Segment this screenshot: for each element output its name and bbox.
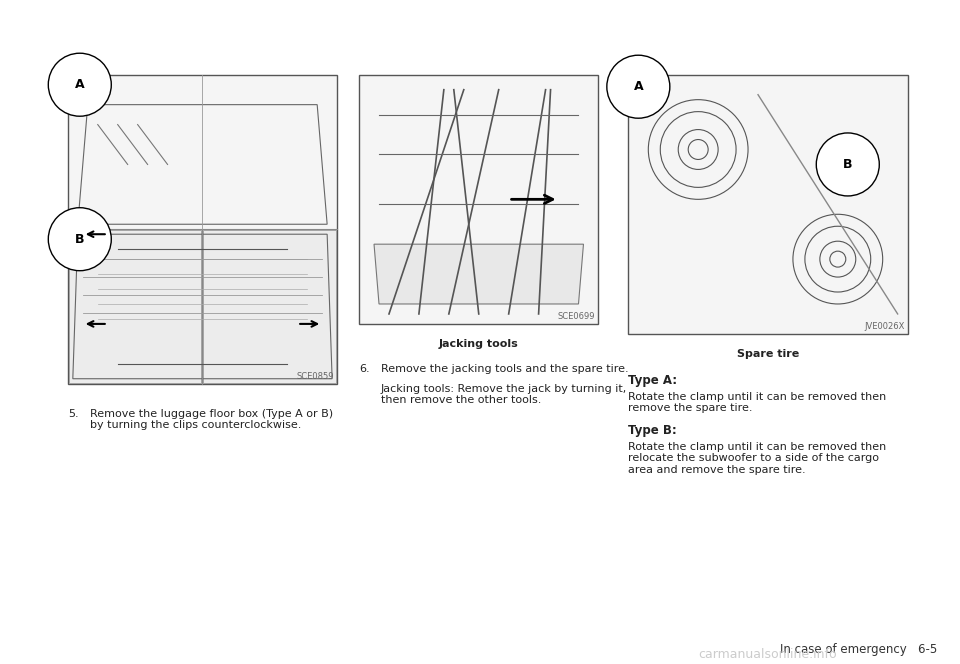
Text: Type A:: Type A: xyxy=(629,374,678,386)
Bar xyxy=(69,230,202,382)
Text: carmanualsonline.info: carmanualsonline.info xyxy=(699,648,837,661)
Polygon shape xyxy=(374,244,584,304)
Text: B: B xyxy=(843,158,852,171)
Text: Spare tire: Spare tire xyxy=(737,349,799,359)
FancyBboxPatch shape xyxy=(629,75,907,334)
Text: Jacking tools: Jacking tools xyxy=(439,339,518,349)
Text: 6.: 6. xyxy=(359,364,370,374)
Text: Remove the jacking tools and the spare tire.: Remove the jacking tools and the spare t… xyxy=(381,364,629,374)
Text: JVE0026X: JVE0026X xyxy=(864,322,904,331)
Text: SCE0699: SCE0699 xyxy=(558,312,595,321)
Text: In case of emergency   6-5: In case of emergency 6-5 xyxy=(780,643,938,656)
Text: Rotate the clamp until it can be removed then
remove the spare tire.: Rotate the clamp until it can be removed… xyxy=(629,392,887,413)
Text: 5.: 5. xyxy=(68,408,79,418)
Bar xyxy=(204,230,336,382)
Text: B: B xyxy=(75,232,84,246)
Text: Jacking tools: Remove the jack by turning it,
then remove the other tools.: Jacking tools: Remove the jack by turnin… xyxy=(381,384,627,405)
Text: Remove the luggage floor box (Type A or B)
by turning the clips counterclockwise: Remove the luggage floor box (Type A or … xyxy=(90,408,333,430)
Text: Rotate the clamp until it can be removed then
relocate the subwoofer to a side o: Rotate the clamp until it can be removed… xyxy=(629,442,887,475)
FancyBboxPatch shape xyxy=(68,75,337,384)
Text: SCE0859: SCE0859 xyxy=(297,372,334,380)
Text: Type B:: Type B: xyxy=(629,424,677,436)
FancyBboxPatch shape xyxy=(359,75,598,324)
Text: A: A xyxy=(634,80,643,93)
Text: A: A xyxy=(75,78,84,91)
